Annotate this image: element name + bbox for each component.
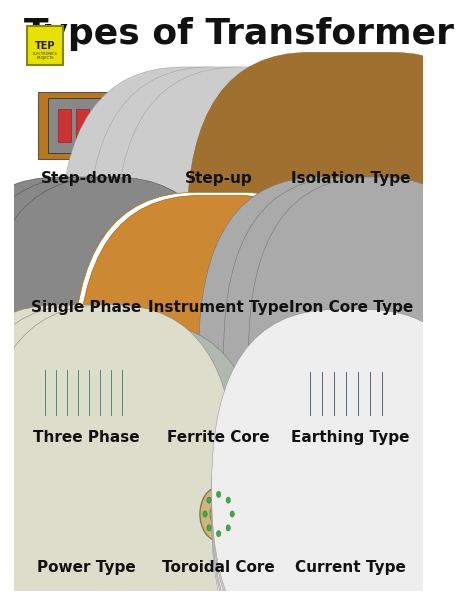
FancyBboxPatch shape [313,102,388,111]
FancyBboxPatch shape [187,98,474,459]
Circle shape [226,497,230,503]
FancyBboxPatch shape [0,305,236,592]
Circle shape [226,525,230,531]
FancyBboxPatch shape [213,232,231,287]
FancyBboxPatch shape [81,213,92,232]
Text: Three Phase: Three Phase [33,430,140,445]
FancyBboxPatch shape [359,224,393,244]
FancyBboxPatch shape [185,232,204,287]
Text: Earthing Type: Earthing Type [292,430,410,445]
FancyBboxPatch shape [313,132,388,140]
Circle shape [217,530,221,537]
FancyBboxPatch shape [115,78,384,434]
Circle shape [69,229,104,281]
FancyBboxPatch shape [204,94,212,110]
FancyBboxPatch shape [38,92,135,159]
FancyBboxPatch shape [187,70,474,432]
FancyBboxPatch shape [211,323,474,592]
FancyBboxPatch shape [211,337,474,592]
FancyBboxPatch shape [175,354,262,415]
FancyBboxPatch shape [73,192,364,577]
FancyBboxPatch shape [0,305,190,592]
FancyBboxPatch shape [76,108,89,141]
Text: Power Type: Power Type [37,559,136,575]
FancyBboxPatch shape [241,232,259,287]
Text: Current Type: Current Type [295,559,406,575]
FancyBboxPatch shape [187,52,474,413]
FancyBboxPatch shape [88,78,357,434]
Text: Single Phase: Single Phase [31,300,142,316]
Text: Toroidal Core: Toroidal Core [162,559,275,575]
FancyBboxPatch shape [224,177,474,549]
Circle shape [217,491,221,497]
Text: Isolation Type: Isolation Type [291,170,410,186]
FancyBboxPatch shape [27,27,64,65]
Circle shape [200,487,237,541]
FancyBboxPatch shape [0,305,213,592]
Text: Ferrite Core: Ferrite Core [167,430,270,445]
FancyBboxPatch shape [187,89,474,450]
FancyBboxPatch shape [302,92,399,159]
FancyBboxPatch shape [171,104,267,159]
FancyBboxPatch shape [313,141,388,150]
FancyBboxPatch shape [0,177,191,548]
Circle shape [230,511,234,517]
FancyBboxPatch shape [211,310,474,592]
Text: Step-down: Step-down [40,170,133,186]
FancyBboxPatch shape [187,62,474,422]
FancyBboxPatch shape [211,330,474,592]
FancyBboxPatch shape [223,97,231,110]
Text: ELECTRONICS
PROJECTS: ELECTRONICS PROJECTS [33,52,57,60]
FancyBboxPatch shape [313,112,388,121]
Circle shape [207,497,211,503]
Text: Types of Transformer: Types of Transformer [24,17,454,51]
FancyBboxPatch shape [8,322,264,592]
FancyBboxPatch shape [115,100,384,456]
FancyBboxPatch shape [0,177,237,548]
FancyBboxPatch shape [88,67,357,423]
Circle shape [207,525,211,531]
FancyBboxPatch shape [313,122,388,131]
Text: TEP: TEP [35,41,55,50]
FancyBboxPatch shape [60,78,329,434]
FancyBboxPatch shape [0,177,214,548]
FancyBboxPatch shape [95,108,108,141]
FancyBboxPatch shape [0,322,165,592]
Circle shape [210,502,227,526]
Text: Instrument Type: Instrument Type [148,300,289,316]
FancyBboxPatch shape [39,367,134,417]
FancyBboxPatch shape [88,100,357,456]
FancyBboxPatch shape [331,515,370,546]
FancyBboxPatch shape [115,67,384,423]
FancyBboxPatch shape [303,369,398,417]
FancyBboxPatch shape [78,195,360,574]
FancyBboxPatch shape [60,100,329,456]
FancyBboxPatch shape [199,177,452,549]
FancyBboxPatch shape [187,80,474,440]
FancyBboxPatch shape [115,89,384,445]
FancyBboxPatch shape [302,221,399,288]
FancyBboxPatch shape [60,67,329,423]
Text: Step-up: Step-up [185,170,253,186]
Text: Iron Core Type: Iron Core Type [289,300,413,316]
FancyBboxPatch shape [60,89,329,445]
FancyBboxPatch shape [47,98,126,153]
FancyBboxPatch shape [39,494,134,540]
Circle shape [203,511,207,517]
FancyBboxPatch shape [88,89,357,445]
FancyBboxPatch shape [211,316,474,592]
FancyBboxPatch shape [58,108,71,141]
FancyBboxPatch shape [248,177,474,549]
